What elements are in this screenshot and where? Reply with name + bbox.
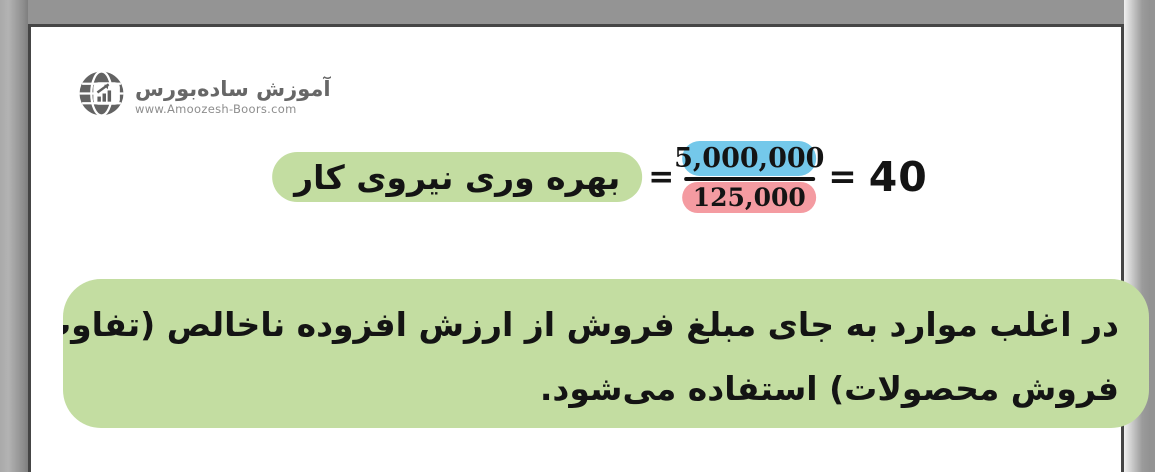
fraction: 5,000,000 125,000 [674,141,825,213]
note-line-2: فروش محصولات) استفاده می‌شود. [539,369,1119,408]
denominator-pill: 125,000 [682,182,817,213]
left-page-edge [0,0,28,472]
brand-website: www.Amoozesh-Boors.com [135,101,297,116]
document-card: آموزش ساده‌بورس www.Amoozesh-Boors.com ب… [28,24,1149,472]
brand-logo: آموزش ساده‌بورس www.Amoozesh-Boors.com [77,69,331,122]
fraction-line [683,177,815,181]
brand-text-block: آموزش ساده‌بورس www.Amoozesh-Boors.com [135,76,331,116]
globe-chart-icon [77,69,126,122]
productivity-formula: بهره وری نیروی کار = 5,000,000 125,000 =… [272,141,928,213]
note-box: در اغلب موارد به جای مبلغ فروش از ارزش ا… [63,279,1149,428]
equals-sign-left: = [648,159,675,195]
formula-label-pill: بهره وری نیروی کار [272,152,643,202]
equals-sign-right: = [828,157,857,197]
numerator-pill: 5,000,000 [674,141,825,176]
brand-name: آموزش ساده‌بورس [135,76,331,101]
note-line-1: در اغلب موارد به جای مبلغ فروش از ارزش ا… [63,305,1119,344]
result-value: 40 [868,153,928,201]
